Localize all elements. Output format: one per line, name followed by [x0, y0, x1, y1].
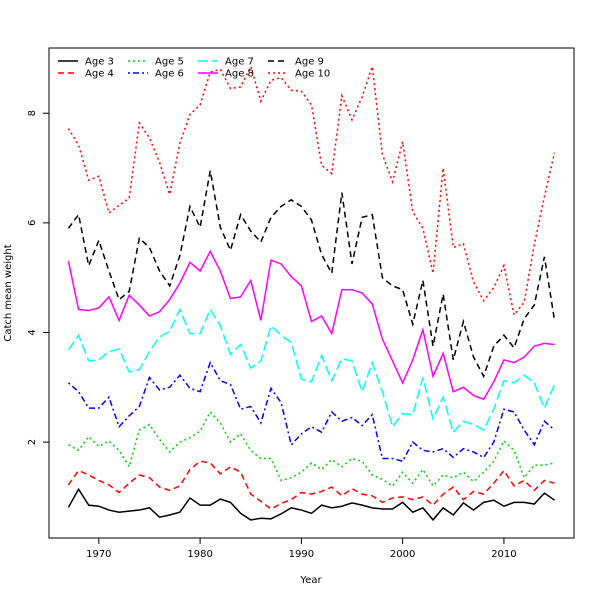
series-line [67, 460, 555, 510]
series-line [67, 487, 555, 522]
y-tick-label: 8 [27, 110, 38, 116]
x-tick-label: 2010 [491, 549, 516, 560]
series-line [68, 410, 555, 488]
series-line [67, 307, 556, 434]
series-line [67, 360, 556, 463]
y-tick-label: 4 [27, 329, 38, 335]
legend-label: Age 6 [155, 69, 184, 80]
x-tick-label: 1970 [86, 549, 111, 560]
legend-label: Age 8 [225, 69, 254, 80]
series-line [67, 249, 555, 401]
series-line [67, 64, 556, 317]
legend-label: Age 5 [155, 57, 184, 68]
x-axis-label: Year [299, 575, 322, 586]
legend-label: Age 4 [85, 69, 114, 80]
plot-frame [48, 47, 575, 539]
x-tick-label: 1980 [187, 549, 212, 560]
legend-label: Age 9 [295, 57, 324, 68]
series-line [67, 170, 556, 379]
x-tick-label: 2000 [390, 549, 415, 560]
y-tick-label: 6 [27, 220, 38, 226]
legend-label: Age 10 [295, 69, 330, 80]
legend-label: Age 7 [225, 57, 254, 68]
y-tick-label: 2 [27, 439, 38, 445]
y-axis-label: Catch mean weight [3, 244, 14, 341]
legend-label: Age 3 [85, 57, 114, 68]
x-tick-label: 1990 [289, 549, 314, 560]
